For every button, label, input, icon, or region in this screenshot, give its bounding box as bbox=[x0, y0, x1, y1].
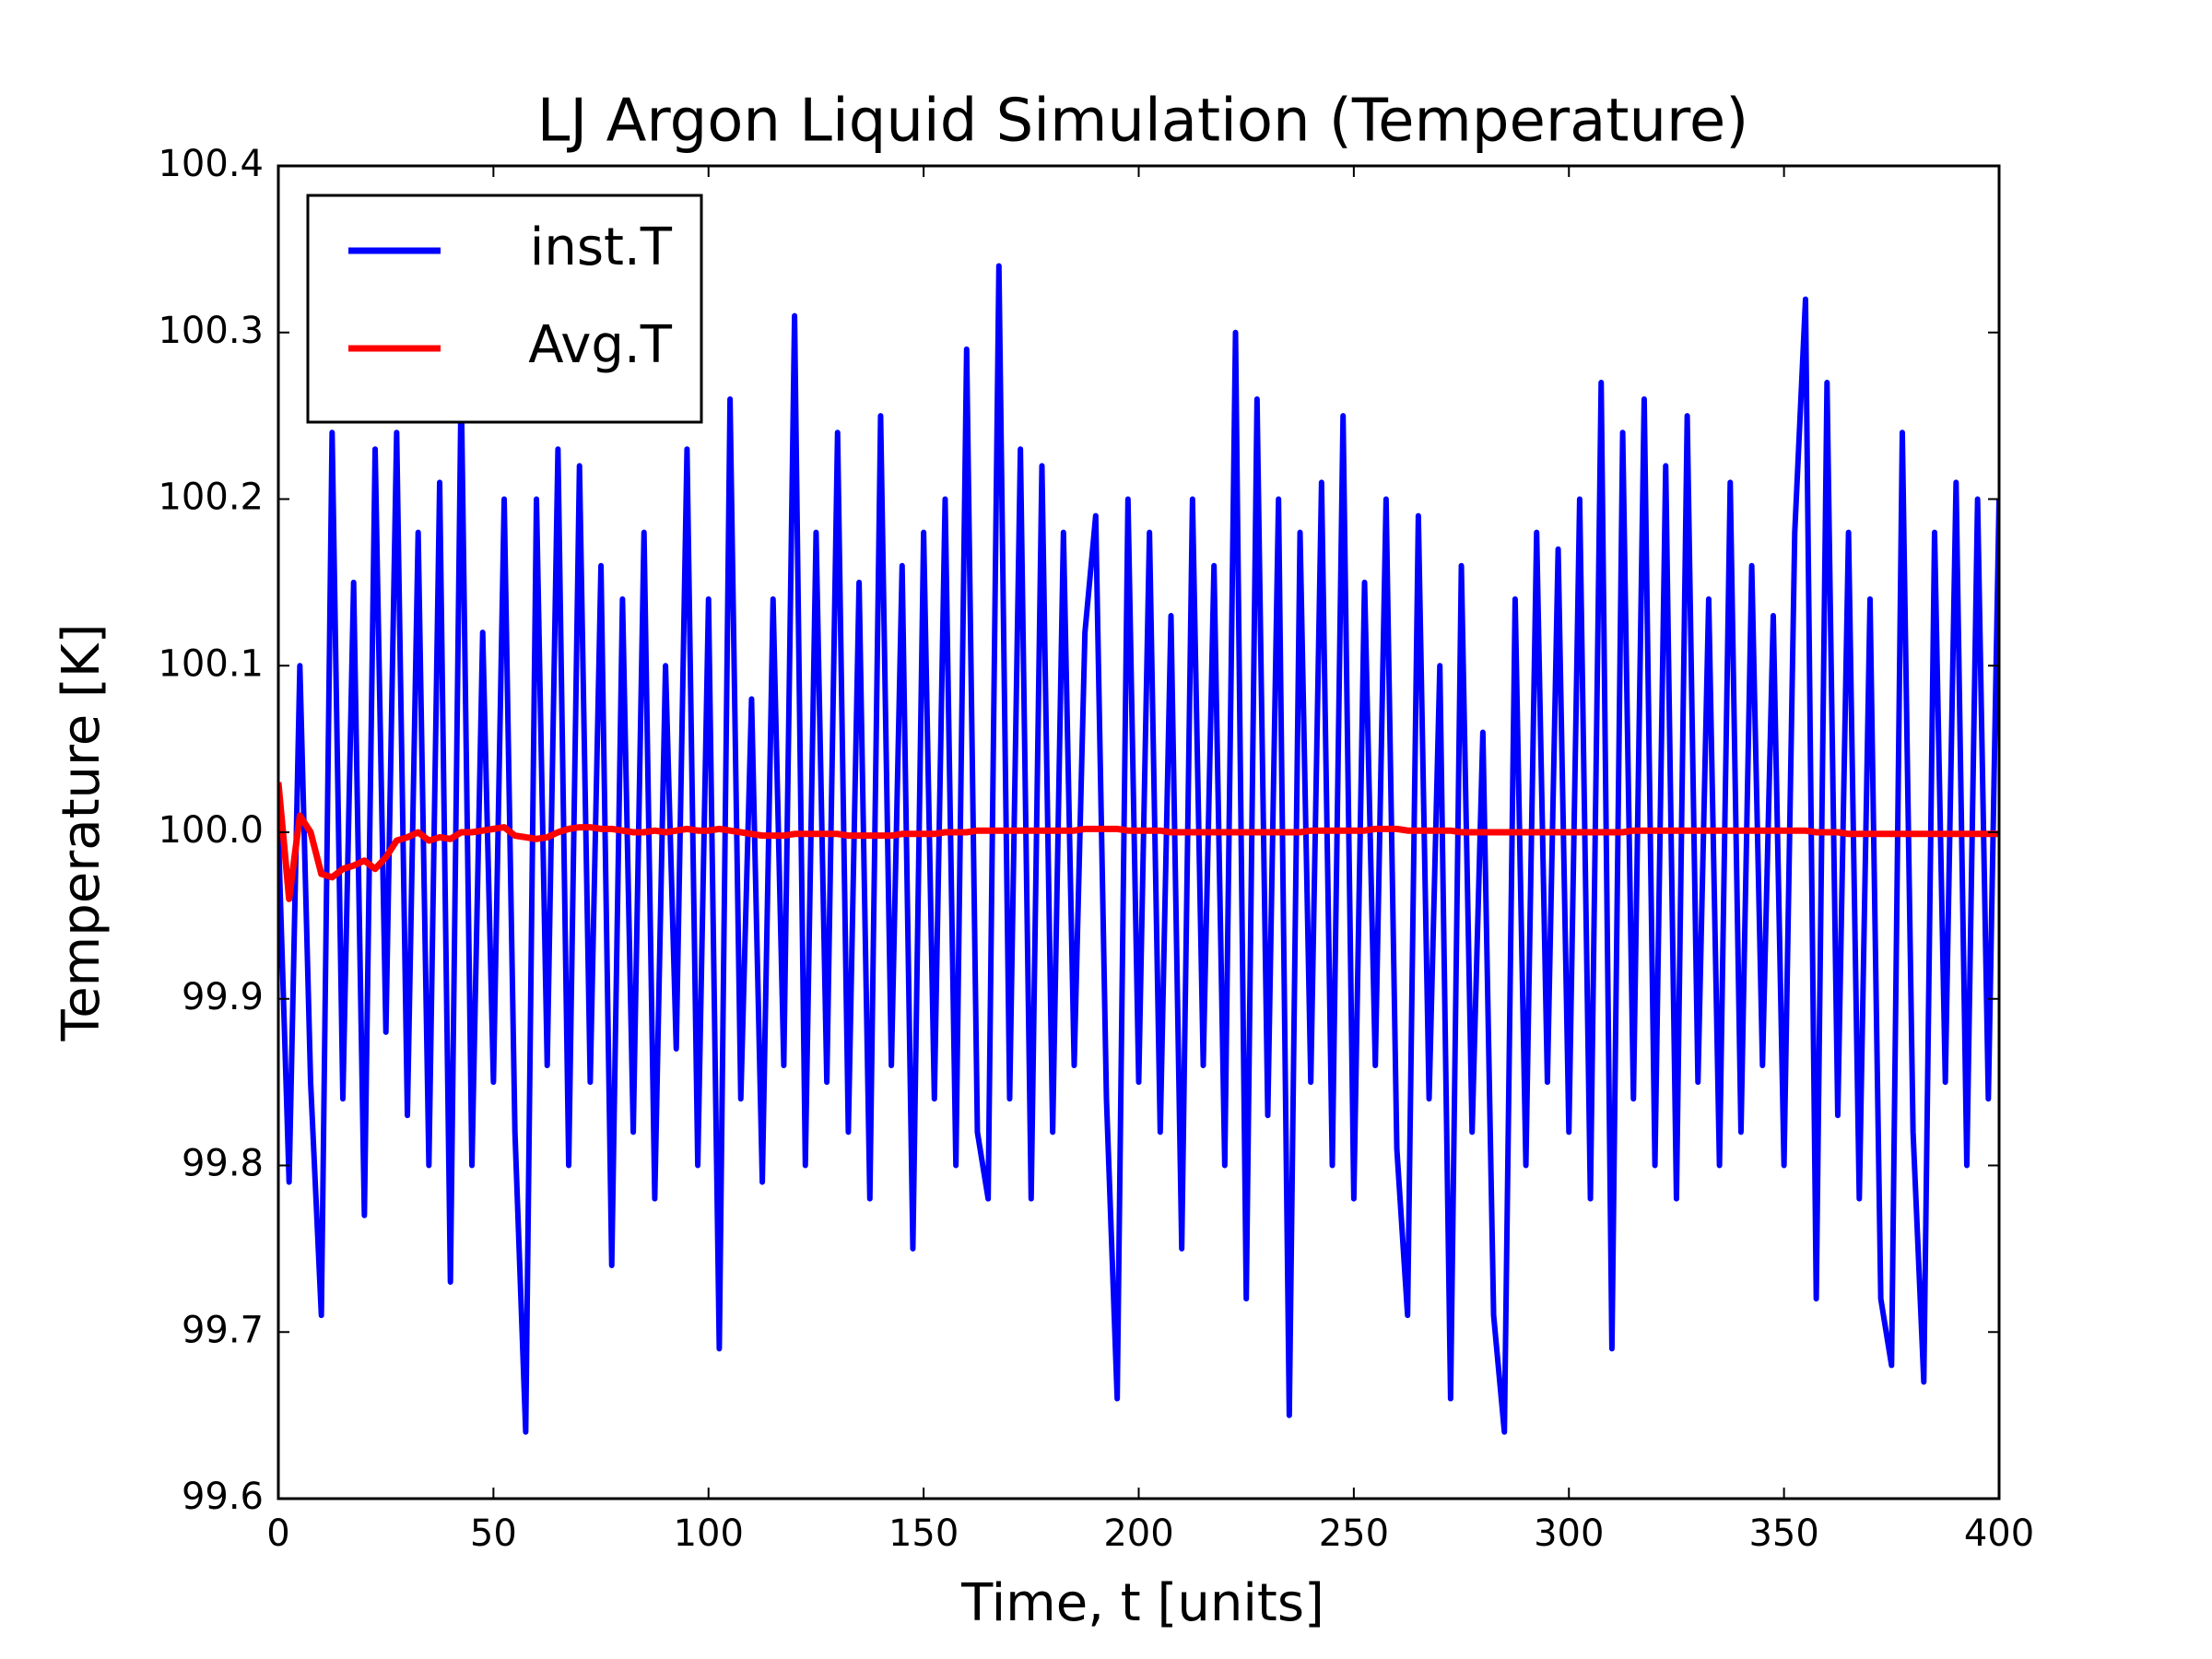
x-tick-label: 50 bbox=[470, 1512, 517, 1555]
y-tick-label: 100.0 bbox=[158, 809, 264, 852]
y-tick-label: 100.3 bbox=[158, 310, 264, 352]
x-tick-label: 150 bbox=[888, 1512, 959, 1555]
y-tick-label: 100.4 bbox=[158, 143, 264, 185]
x-tick-label: 0 bbox=[266, 1512, 289, 1555]
y-tick-label: 99.7 bbox=[182, 1309, 264, 1351]
x-tick-label: 400 bbox=[1964, 1512, 2034, 1555]
legend-label: inst.T bbox=[530, 218, 673, 277]
legend-box bbox=[306, 194, 703, 424]
x-tick-label: 200 bbox=[1103, 1512, 1173, 1555]
x-tick-label: 100 bbox=[674, 1512, 744, 1555]
x-tick-label: 350 bbox=[1748, 1512, 1818, 1555]
data-line bbox=[278, 263, 1999, 1435]
data-line bbox=[278, 782, 1999, 902]
x-tick-label: 300 bbox=[1534, 1512, 1604, 1555]
y-tick-label: 99.9 bbox=[182, 976, 264, 1018]
legend-label: Avg.T bbox=[528, 315, 673, 375]
x-tick-label: 250 bbox=[1319, 1512, 1389, 1555]
y-tick-label: 100.2 bbox=[158, 477, 264, 519]
x-axis-label: Time, t [units] bbox=[960, 1573, 1324, 1633]
y-tick-label: 99.6 bbox=[182, 1476, 264, 1518]
chart-title: LJ Argon Liquid Simulation (Temperature) bbox=[537, 88, 1749, 156]
y-tick-label: 99.8 bbox=[182, 1143, 264, 1185]
y-tick-label: 100.1 bbox=[158, 642, 264, 685]
y-axis-label: Temperature [K] bbox=[52, 624, 112, 1042]
